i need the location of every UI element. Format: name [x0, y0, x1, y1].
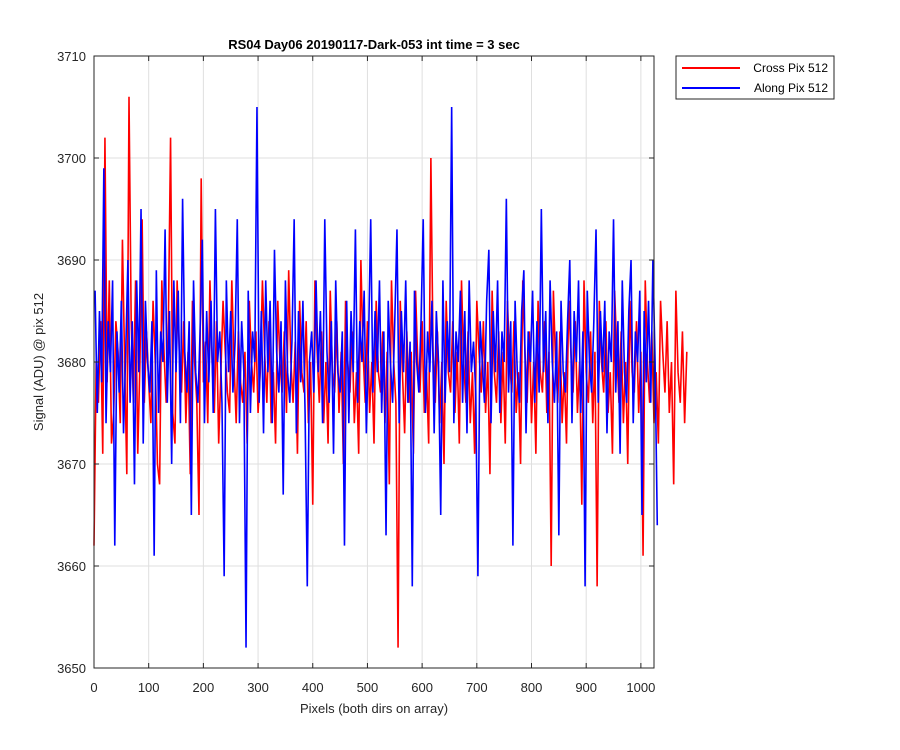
- legend-label-cross: Cross Pix 512: [753, 61, 828, 75]
- x-tick-label: 600: [411, 680, 433, 695]
- x-tick-label: 300: [247, 680, 269, 695]
- x-tick-label: 100: [138, 680, 160, 695]
- y-tick-label: 3680: [57, 355, 86, 370]
- x-tick-label: 900: [575, 680, 597, 695]
- ticks: 0 100 200 300 400 500 600 700 800 900 1000 3650 3660…: [57, 49, 655, 695]
- y-tick-label: 3650: [57, 661, 86, 676]
- x-tick-label: 200: [193, 680, 215, 695]
- x-tick-label: 0: [90, 680, 97, 695]
- y-tick-label: 3700: [57, 151, 86, 166]
- series-group: [93, 96, 688, 648]
- x-tick-label: 500: [357, 680, 379, 695]
- y-tick-label: 3690: [57, 253, 86, 268]
- legend: Cross Pix 512 Along Pix 512: [675, 55, 835, 100]
- series-line-along: [94, 106, 659, 648]
- x-tick-label: 700: [466, 680, 488, 695]
- x-axis-label: Pixels (both dirs on array): [300, 701, 448, 716]
- x-tick-label: 400: [302, 680, 324, 695]
- chart-title: RS04 Day06 20190117-Dark-053 int time = …: [228, 37, 520, 52]
- x-tick-label: 800: [521, 680, 543, 695]
- y-tick-label: 3710: [57, 49, 86, 64]
- legend-box: [675, 55, 835, 100]
- y-tick-label: 3660: [57, 559, 86, 574]
- y-tick-label: 3670: [57, 457, 86, 472]
- x-tick-label: 1000: [626, 680, 655, 695]
- legend-label-along: Along Pix 512: [754, 81, 828, 95]
- y-axis-label: Signal (ADU) @ pix 512: [31, 293, 46, 431]
